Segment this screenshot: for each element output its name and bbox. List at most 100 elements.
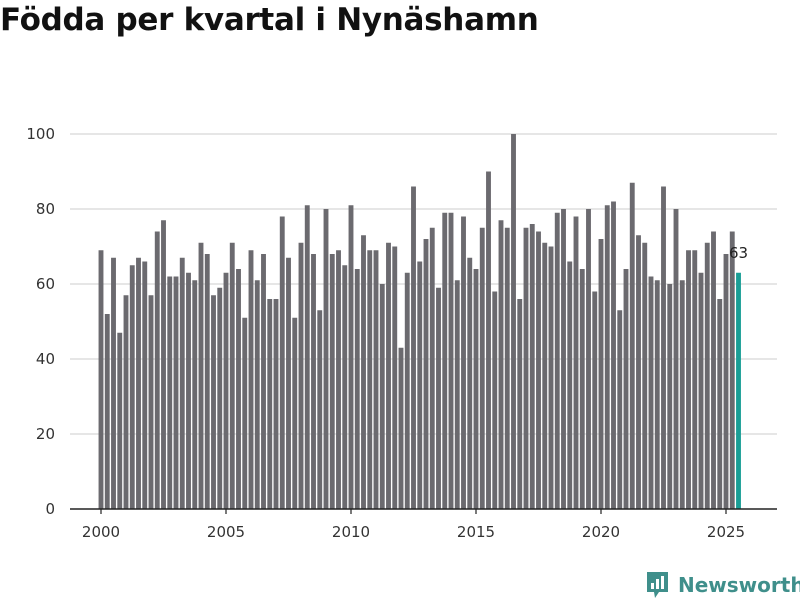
bar (711, 231, 716, 509)
bar (629, 182, 635, 509)
x-tick-label: 2015 (457, 523, 495, 541)
bar (129, 265, 135, 509)
data-labels: 63 (729, 244, 748, 262)
x-tick-label: 2025 (707, 523, 745, 541)
bar (173, 276, 179, 509)
bar (267, 299, 273, 509)
bar (498, 220, 504, 509)
bar (554, 212, 560, 509)
bar (454, 280, 460, 509)
bar (261, 254, 266, 509)
bar (504, 227, 510, 509)
bar (704, 242, 710, 509)
bar (486, 171, 491, 509)
y-tick-label: 60 (36, 275, 55, 293)
bar (404, 272, 410, 509)
bar (186, 272, 191, 509)
chart-title: Födda per kvartal i Nynäshamn (0, 2, 539, 38)
x-tick-label: 2010 (332, 523, 370, 541)
bar (617, 310, 623, 509)
bar (523, 227, 529, 509)
bar (611, 201, 616, 509)
bar (242, 317, 248, 509)
bar (273, 299, 279, 509)
bars (98, 134, 741, 509)
bar (104, 314, 110, 509)
x-tick-label: 2005 (207, 523, 245, 541)
bar (317, 310, 323, 509)
bar (329, 254, 335, 509)
bar (623, 269, 629, 509)
bar (429, 227, 435, 509)
bar (736, 272, 741, 509)
bar (729, 231, 735, 509)
bar (367, 250, 373, 509)
x-tick-labels: 2000 2005 2010 2015 2020 2025 (82, 523, 745, 541)
bar (248, 250, 254, 509)
bar (354, 269, 360, 509)
bar (667, 284, 673, 509)
bar (492, 291, 498, 509)
bar (679, 280, 685, 509)
bar (254, 280, 260, 509)
bar (361, 235, 366, 509)
bar (511, 134, 516, 509)
y-tick-label: 100 (26, 125, 55, 143)
bar (298, 242, 304, 509)
bar (579, 269, 585, 509)
bar (323, 209, 329, 509)
y-tick-label: 20 (36, 425, 55, 443)
bar (204, 254, 210, 509)
bar (342, 265, 348, 509)
bar (586, 209, 591, 509)
bar (304, 205, 310, 509)
bar (442, 212, 448, 509)
bar (98, 250, 104, 509)
bar (542, 242, 548, 509)
bar (311, 254, 316, 509)
brand-name: Newsworthy (678, 573, 800, 597)
bar (723, 254, 729, 509)
bar (636, 235, 641, 509)
bar (348, 205, 354, 509)
bar (479, 227, 485, 509)
bar (661, 186, 666, 509)
bar (448, 212, 454, 509)
bar (548, 246, 554, 509)
bar (529, 224, 535, 509)
bar (423, 239, 429, 509)
newsworthy-brand[interactable]: Newsworthy (645, 570, 800, 600)
bar (336, 250, 341, 509)
bar (148, 295, 154, 509)
bar (379, 284, 385, 509)
bar (473, 269, 479, 509)
x-tick-label: 2000 (82, 523, 120, 541)
bar (398, 347, 404, 509)
bar (467, 257, 473, 509)
bar (161, 220, 166, 509)
bar (217, 287, 223, 509)
y-tick-label: 0 (45, 500, 55, 518)
bar (567, 261, 573, 509)
bar (192, 280, 198, 509)
bar (561, 209, 566, 509)
bar (717, 299, 723, 509)
bar (417, 261, 423, 509)
bar (461, 216, 466, 509)
bar (698, 272, 704, 509)
bar (154, 231, 160, 509)
bar (123, 295, 129, 509)
bar (392, 246, 398, 509)
bar (386, 242, 391, 509)
bar (167, 276, 173, 509)
bar (236, 269, 241, 509)
bar (592, 291, 598, 509)
bar (517, 299, 523, 509)
bar (223, 272, 229, 509)
last-value-label: 63 (729, 244, 748, 262)
bar (286, 257, 291, 509)
newsworthy-logo-icon (647, 572, 668, 598)
y-tick-label: 40 (36, 350, 55, 368)
bar (573, 216, 579, 509)
